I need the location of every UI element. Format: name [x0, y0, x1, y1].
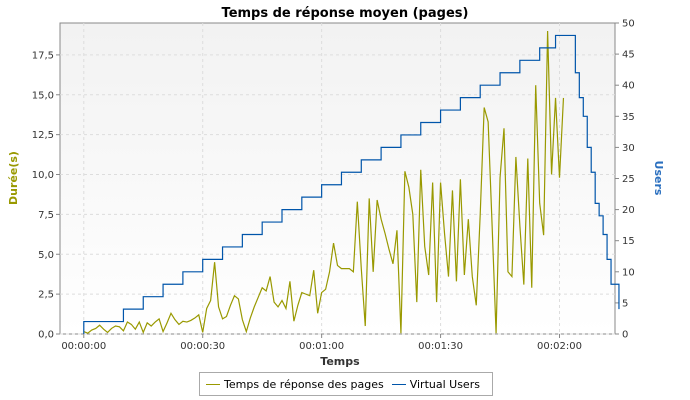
plot-area [59, 22, 616, 335]
y-right-tick-label: 10 [622, 267, 635, 278]
legend-swatch-response [206, 383, 220, 385]
legend-label-users: Virtual Users [409, 377, 480, 391]
x-tick-label: 00:01:30 [418, 341, 463, 352]
y-right-tick-label: 30 [622, 143, 635, 154]
grid-lines [60, 23, 615, 335]
y-left-tick-label: 0,0 [38, 330, 54, 341]
y-left-tick-label: 7,5 [38, 210, 54, 221]
x-tick-label: 00:01:00 [299, 341, 344, 352]
y-right-tick-label: 45 [622, 50, 635, 61]
series-line-virtual-users [83, 34, 620, 334]
y-left-tick-label: 12,5 [32, 130, 54, 141]
y-right-tick-label: 35 [622, 112, 635, 123]
x-tick-label: 00:00:30 [180, 341, 225, 352]
y-left-tick-label: 15,0 [32, 90, 54, 101]
y-axis-left-title: Durée(s) [7, 151, 20, 205]
legend-swatch-users [391, 383, 406, 385]
y-right-tick-label: 40 [622, 81, 635, 92]
y-right-tick-label: 15 [622, 236, 635, 247]
axis-ticks: 00:00:00 00:00:30 00:01:00 00:01:30 00:02:00… [32, 19, 635, 353]
series-layer [83, 30, 620, 335]
y-left-tick-label: 17,5 [32, 50, 54, 61]
legend-item-response: Temps de réponse des pages [206, 378, 384, 391]
x-axis-title: Temps [320, 355, 360, 368]
x-tick-label: 00:00:00 [61, 341, 106, 352]
y-left-tick-label: 5,0 [38, 250, 54, 261]
y-left-tick-label: 2,5 [38, 290, 54, 301]
legend-label-response: Temps de réponse des pages [224, 377, 384, 391]
y-axis-right-title: Users [652, 161, 665, 196]
y-right-tick-label: 20 [622, 205, 635, 216]
y-right-tick-label: 50 [622, 19, 635, 30]
y-right-tick-label: 5 [622, 298, 628, 309]
legend: Temps de réponse des pages Virtual Users [199, 372, 493, 396]
x-tick-label: 00:02:00 [537, 341, 582, 352]
y-right-tick-label: 25 [622, 174, 635, 185]
y-right-tick-label: 0 [622, 330, 628, 341]
y-left-tick-label: 10,0 [32, 170, 54, 181]
legend-item-users: Virtual Users [391, 377, 480, 391]
series-line-response-time [83, 30, 565, 335]
chart-title: Temps de réponse moyen (pages) [222, 6, 469, 21]
